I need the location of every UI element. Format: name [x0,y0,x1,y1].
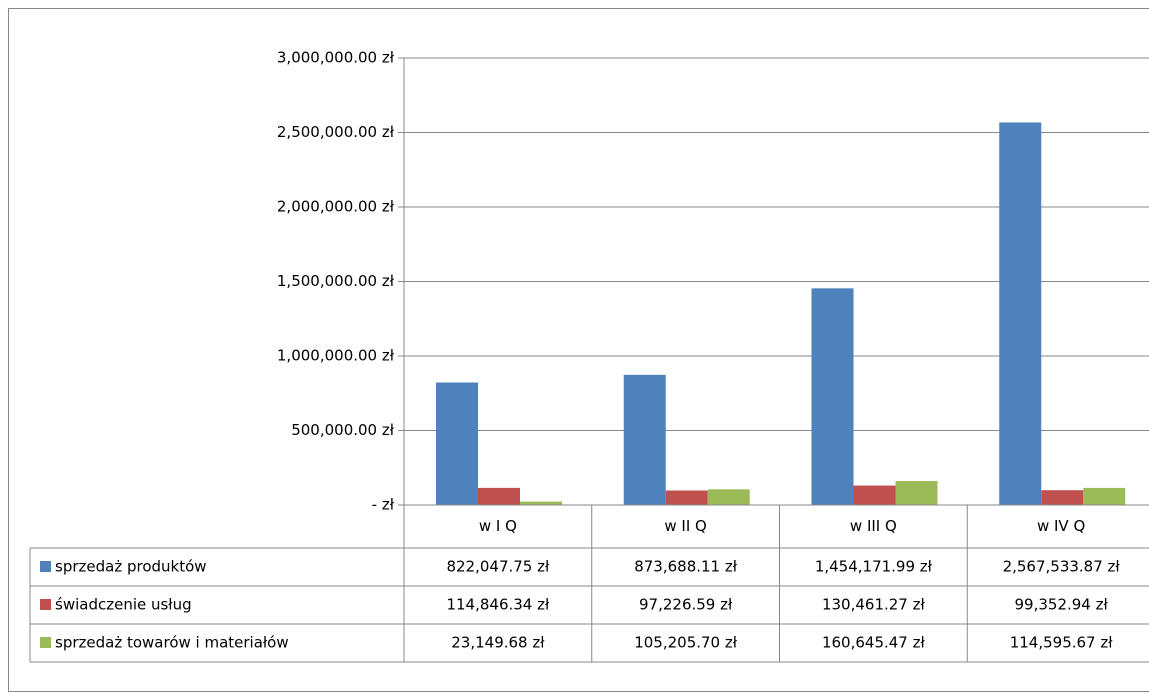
chart-border [8,8,1149,692]
table-value: 99,352.94 zł [1015,596,1109,614]
table-value: 105,205.70 zł [634,634,738,652]
legend-key [40,561,51,572]
y-tick-label: 1,500,000.00 zł [277,272,395,290]
bar [707,489,750,505]
y-tick-label: 2,500,000.00 zł [277,123,395,141]
x-tick-label: w IV Q [1037,517,1085,535]
bar [999,122,1042,506]
table-value: 2,567,533.87 zł [1003,558,1121,576]
table-value: 822,047.75 zł [446,558,550,576]
table-value: 130,461.27 zł [822,596,926,614]
bar [665,490,708,505]
table-value: 114,846.34 zł [446,596,550,614]
legend-label: sprzedaż towarów i materiałów [55,634,289,652]
table-value: 114,595.67 zł [1010,634,1114,652]
bar [1083,487,1126,505]
legend-label: sprzedaż produktów [55,558,207,576]
bar [520,501,562,505]
table-value: 1,454,171.99 zł [815,558,933,576]
legend-key [40,599,51,610]
legend-label: świadczenie usług [55,596,192,614]
bar [811,288,854,505]
bar [1041,490,1084,505]
table-value: 873,688.11 zł [634,558,738,576]
bar [853,485,896,505]
table-value: 23,149.68 zł [451,634,545,652]
legend-key [40,637,51,648]
x-tick-label: w I Q [479,517,517,535]
bar [436,382,478,505]
y-tick-label: 1,000,000.00 zł [277,347,395,365]
x-tick-label: w II Q [664,517,706,535]
bar [895,481,938,505]
y-tick-label: 2,000,000.00 zł [277,198,395,216]
y-tick-label: 500,000.00 zł [291,421,395,439]
bar [478,487,520,505]
y-tick-label: - zł [372,496,395,514]
x-tick-label: w III Q [850,517,897,535]
table-value: 97,226.59 zł [639,596,733,614]
bar [623,374,666,505]
y-tick-label: 3,000,000.00 zł [277,49,395,67]
table-value: 160,645.47 zł [822,634,926,652]
